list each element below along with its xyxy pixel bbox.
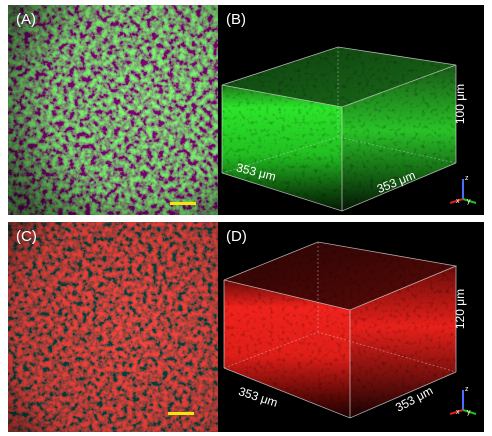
panel-c-label: (C) (16, 228, 37, 245)
panel-c-image (8, 222, 218, 432)
panel-a: (A) (8, 5, 218, 215)
panel-d-z-dimension: 120 μm (453, 288, 468, 330)
panel-a-image (8, 5, 218, 215)
axis-z-letter: z (465, 175, 469, 182)
panel-b-z-dimension: 100 μm (453, 83, 468, 125)
panel-b-axes-triad-icon: z x y (444, 173, 482, 209)
axis-x-letter: x (456, 409, 460, 416)
panel-a-label: (A) (16, 11, 36, 28)
axis-x-letter: x (456, 198, 460, 205)
axis-z-letter: z (465, 386, 469, 393)
panel-a-scale-bar (170, 202, 196, 205)
panel-d-render (218, 222, 484, 432)
panel-d-label: (D) (226, 228, 247, 245)
axis-y-letter: y (467, 198, 471, 205)
panel-c-scale-bar (168, 412, 194, 415)
panel-d: (D) 353 μm 353 μm 120 μm z x y (218, 222, 484, 432)
panel-d-axes-triad-icon: z x y (444, 384, 482, 420)
axis-y-letter: y (467, 409, 471, 416)
panel-c: (C) (8, 222, 218, 432)
panel-b-label: (B) (226, 11, 246, 28)
panel-b: (B) 353 μm 353 μm 100 μm z x y (218, 5, 484, 215)
panel-b-render (218, 5, 484, 215)
